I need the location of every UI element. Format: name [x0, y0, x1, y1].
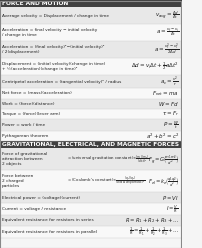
FancyBboxPatch shape [0, 41, 181, 58]
Text: $F_{net}=ma$: $F_{net}=ma$ [152, 89, 178, 98]
Text: Electrical power = (voltage)(current): Electrical power = (voltage)(current) [2, 195, 79, 199]
Text: $a=\frac{v_f^2-v_i^2}{2\Delta d}$: $a=\frac{v_f^2-v_i^2}{2\Delta d}$ [153, 42, 178, 57]
Text: Average velocity = Displacement / change in time: Average velocity = Displacement / change… [2, 13, 108, 18]
Text: Acceleration = final velocity − initial velocity
/ change in time: Acceleration = final velocity − initial … [2, 28, 97, 37]
Text: Centripetal acceleration = (tangential velocity)² / radius: Centripetal acceleration = (tangential v… [2, 80, 121, 84]
Text: $v_{avg}=\frac{\Delta d}{\Delta t}$: $v_{avg}=\frac{\Delta d}{\Delta t}$ [154, 10, 178, 21]
Text: $a^2+b^2=c^2$: $a^2+b^2=c^2$ [145, 131, 178, 141]
FancyBboxPatch shape [0, 75, 181, 88]
FancyBboxPatch shape [0, 170, 181, 192]
Text: Power = work / time: Power = work / time [2, 123, 45, 127]
FancyBboxPatch shape [0, 226, 181, 238]
FancyBboxPatch shape [0, 148, 181, 170]
FancyBboxPatch shape [0, 119, 181, 131]
Text: GRAVITATIONAL, ELECTRICAL, AND MAGNETIC FORCES: GRAVITATIONAL, ELECTRICAL, AND MAGNETIC … [2, 142, 178, 147]
Text: $\tau=F_r$: $\tau=F_r$ [161, 110, 178, 119]
Text: $R=R_1+R_2+R_3+\ldots$: $R=R_1+R_2+R_3+\ldots$ [124, 216, 178, 225]
Text: Equivalent resistance for resistors in series: Equivalent resistance for resistors in s… [2, 218, 93, 222]
Text: Net force = (mass)(acceleration): Net force = (mass)(acceleration) [2, 92, 71, 95]
Text: FORCE AND MOTION: FORCE AND MOTION [2, 1, 68, 6]
Text: $F_{el}=k_e\!\left(\!\frac{q_1q_2}{d^2}\!\right)$: $F_{el}=k_e\!\left(\!\frac{q_1q_2}{d^2}\… [147, 175, 178, 187]
Text: Force between
2 charged
particles: Force between 2 charged particles [2, 174, 33, 187]
Text: Acceleration = (final velocity)²−(initial velocity)²
/ 2(displacement): Acceleration = (final velocity)²−(initia… [2, 45, 104, 54]
Text: $\frac{1}{R}=\frac{1}{R_1}+\frac{1}{R_2}+\frac{1}{R_3}+\ldots$: $\frac{1}{R}=\frac{1}{R_1}+\frac{1}{R_2}… [128, 226, 178, 238]
Text: $a=\frac{v_f-v_i}{\Delta t}$: $a=\frac{v_f-v_i}{\Delta t}$ [155, 27, 178, 38]
Text: $P=VI$: $P=VI$ [162, 193, 178, 201]
FancyBboxPatch shape [0, 109, 181, 119]
Text: Force of gravitational
attraction between
2 objects: Force of gravitational attraction betwee… [2, 153, 47, 166]
Text: Pythagorean theorem: Pythagorean theorem [2, 134, 48, 138]
Text: $P=\frac{W}{t}$: $P=\frac{W}{t}$ [162, 119, 178, 131]
Text: Torque = (force)(lever arm): Torque = (force)(lever arm) [2, 112, 60, 116]
Text: Equivalent resistance for resistors in parallel: Equivalent resistance for resistors in p… [2, 230, 96, 234]
Text: $F_g=G\!\left(\!\frac{m_1m_2}{d^2}\!\right)$: $F_g=G\!\left(\!\frac{m_1m_2}{d^2}\!\rig… [147, 153, 178, 165]
Text: $\Delta d=v_i\Delta t+\frac{1}{2}a\Delta t^2$: $\Delta d=v_i\Delta t+\frac{1}{2}a\Delta… [130, 61, 178, 72]
Text: = (Coulomb's constant)$\times\!\frac{(q_1)(q_2)}{(dist\;btwn\;particles)^2}$: = (Coulomb's constant)$\times\!\frac{(q_… [67, 174, 145, 188]
FancyBboxPatch shape [0, 7, 181, 24]
Text: Work = (force)(distance): Work = (force)(distance) [2, 102, 54, 106]
FancyBboxPatch shape [0, 88, 181, 99]
FancyBboxPatch shape [0, 141, 181, 148]
FancyBboxPatch shape [0, 192, 181, 203]
FancyBboxPatch shape [0, 203, 181, 215]
Text: $a_c=\frac{v^2}{r}$: $a_c=\frac{v^2}{r}$ [160, 74, 178, 89]
FancyBboxPatch shape [0, 0, 181, 7]
Text: = (universal gravitation constant)$\times\!\frac{(m_1)(m_2)}{(dist)^2}$: = (universal gravitation constant)$\time… [67, 153, 149, 165]
Text: Displacement = (initial velocity)(change in time)
+ ½(acceleration)(change in ti: Displacement = (initial velocity)(change… [2, 62, 105, 71]
FancyBboxPatch shape [0, 24, 181, 41]
Text: $I=\frac{V}{R}$: $I=\frac{V}{R}$ [165, 203, 178, 215]
FancyBboxPatch shape [0, 99, 181, 109]
FancyBboxPatch shape [0, 58, 181, 75]
FancyBboxPatch shape [0, 215, 181, 226]
Text: Current = voltage / resistance: Current = voltage / resistance [2, 207, 66, 211]
Text: $W=Fd$: $W=Fd$ [157, 100, 178, 108]
FancyBboxPatch shape [0, 131, 181, 141]
